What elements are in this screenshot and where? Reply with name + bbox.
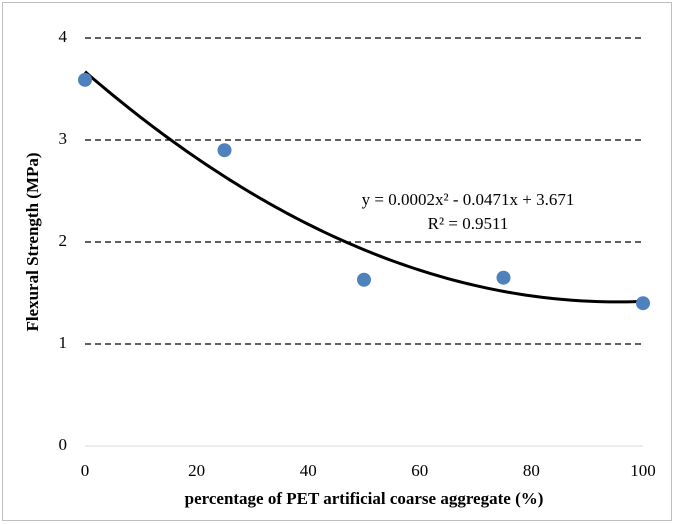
y-tick-label: 0 <box>59 435 68 454</box>
y-tick-label: 3 <box>59 129 68 148</box>
x-tick-label: 60 <box>411 461 428 480</box>
data-point <box>217 143 232 158</box>
x-tick-label: 80 <box>523 461 540 480</box>
x-tick-label: 40 <box>300 461 317 480</box>
data-point <box>78 72 92 87</box>
trendline <box>84 70 644 304</box>
data-point <box>636 296 650 311</box>
y-tick-label: 1 <box>59 333 68 352</box>
trendline-equation: y = 0.0002x² - 0.0471x + 3.671 <box>362 190 575 209</box>
x-tick-label: 0 <box>81 461 90 480</box>
x-tick-label: 20 <box>188 461 205 480</box>
x-tick-label: 100 <box>630 461 656 480</box>
trendline-r-squared: R² = 0.9511 <box>428 214 509 233</box>
y-axis-title: Flexural Strength (MPa) <box>23 152 42 331</box>
x-axis-title: percentage of PET artificial coarse aggr… <box>185 489 544 508</box>
y-tick-label: 2 <box>59 231 68 250</box>
data-point <box>357 272 371 287</box>
data-point <box>496 270 511 285</box>
y-tick-label: 4 <box>59 27 68 46</box>
